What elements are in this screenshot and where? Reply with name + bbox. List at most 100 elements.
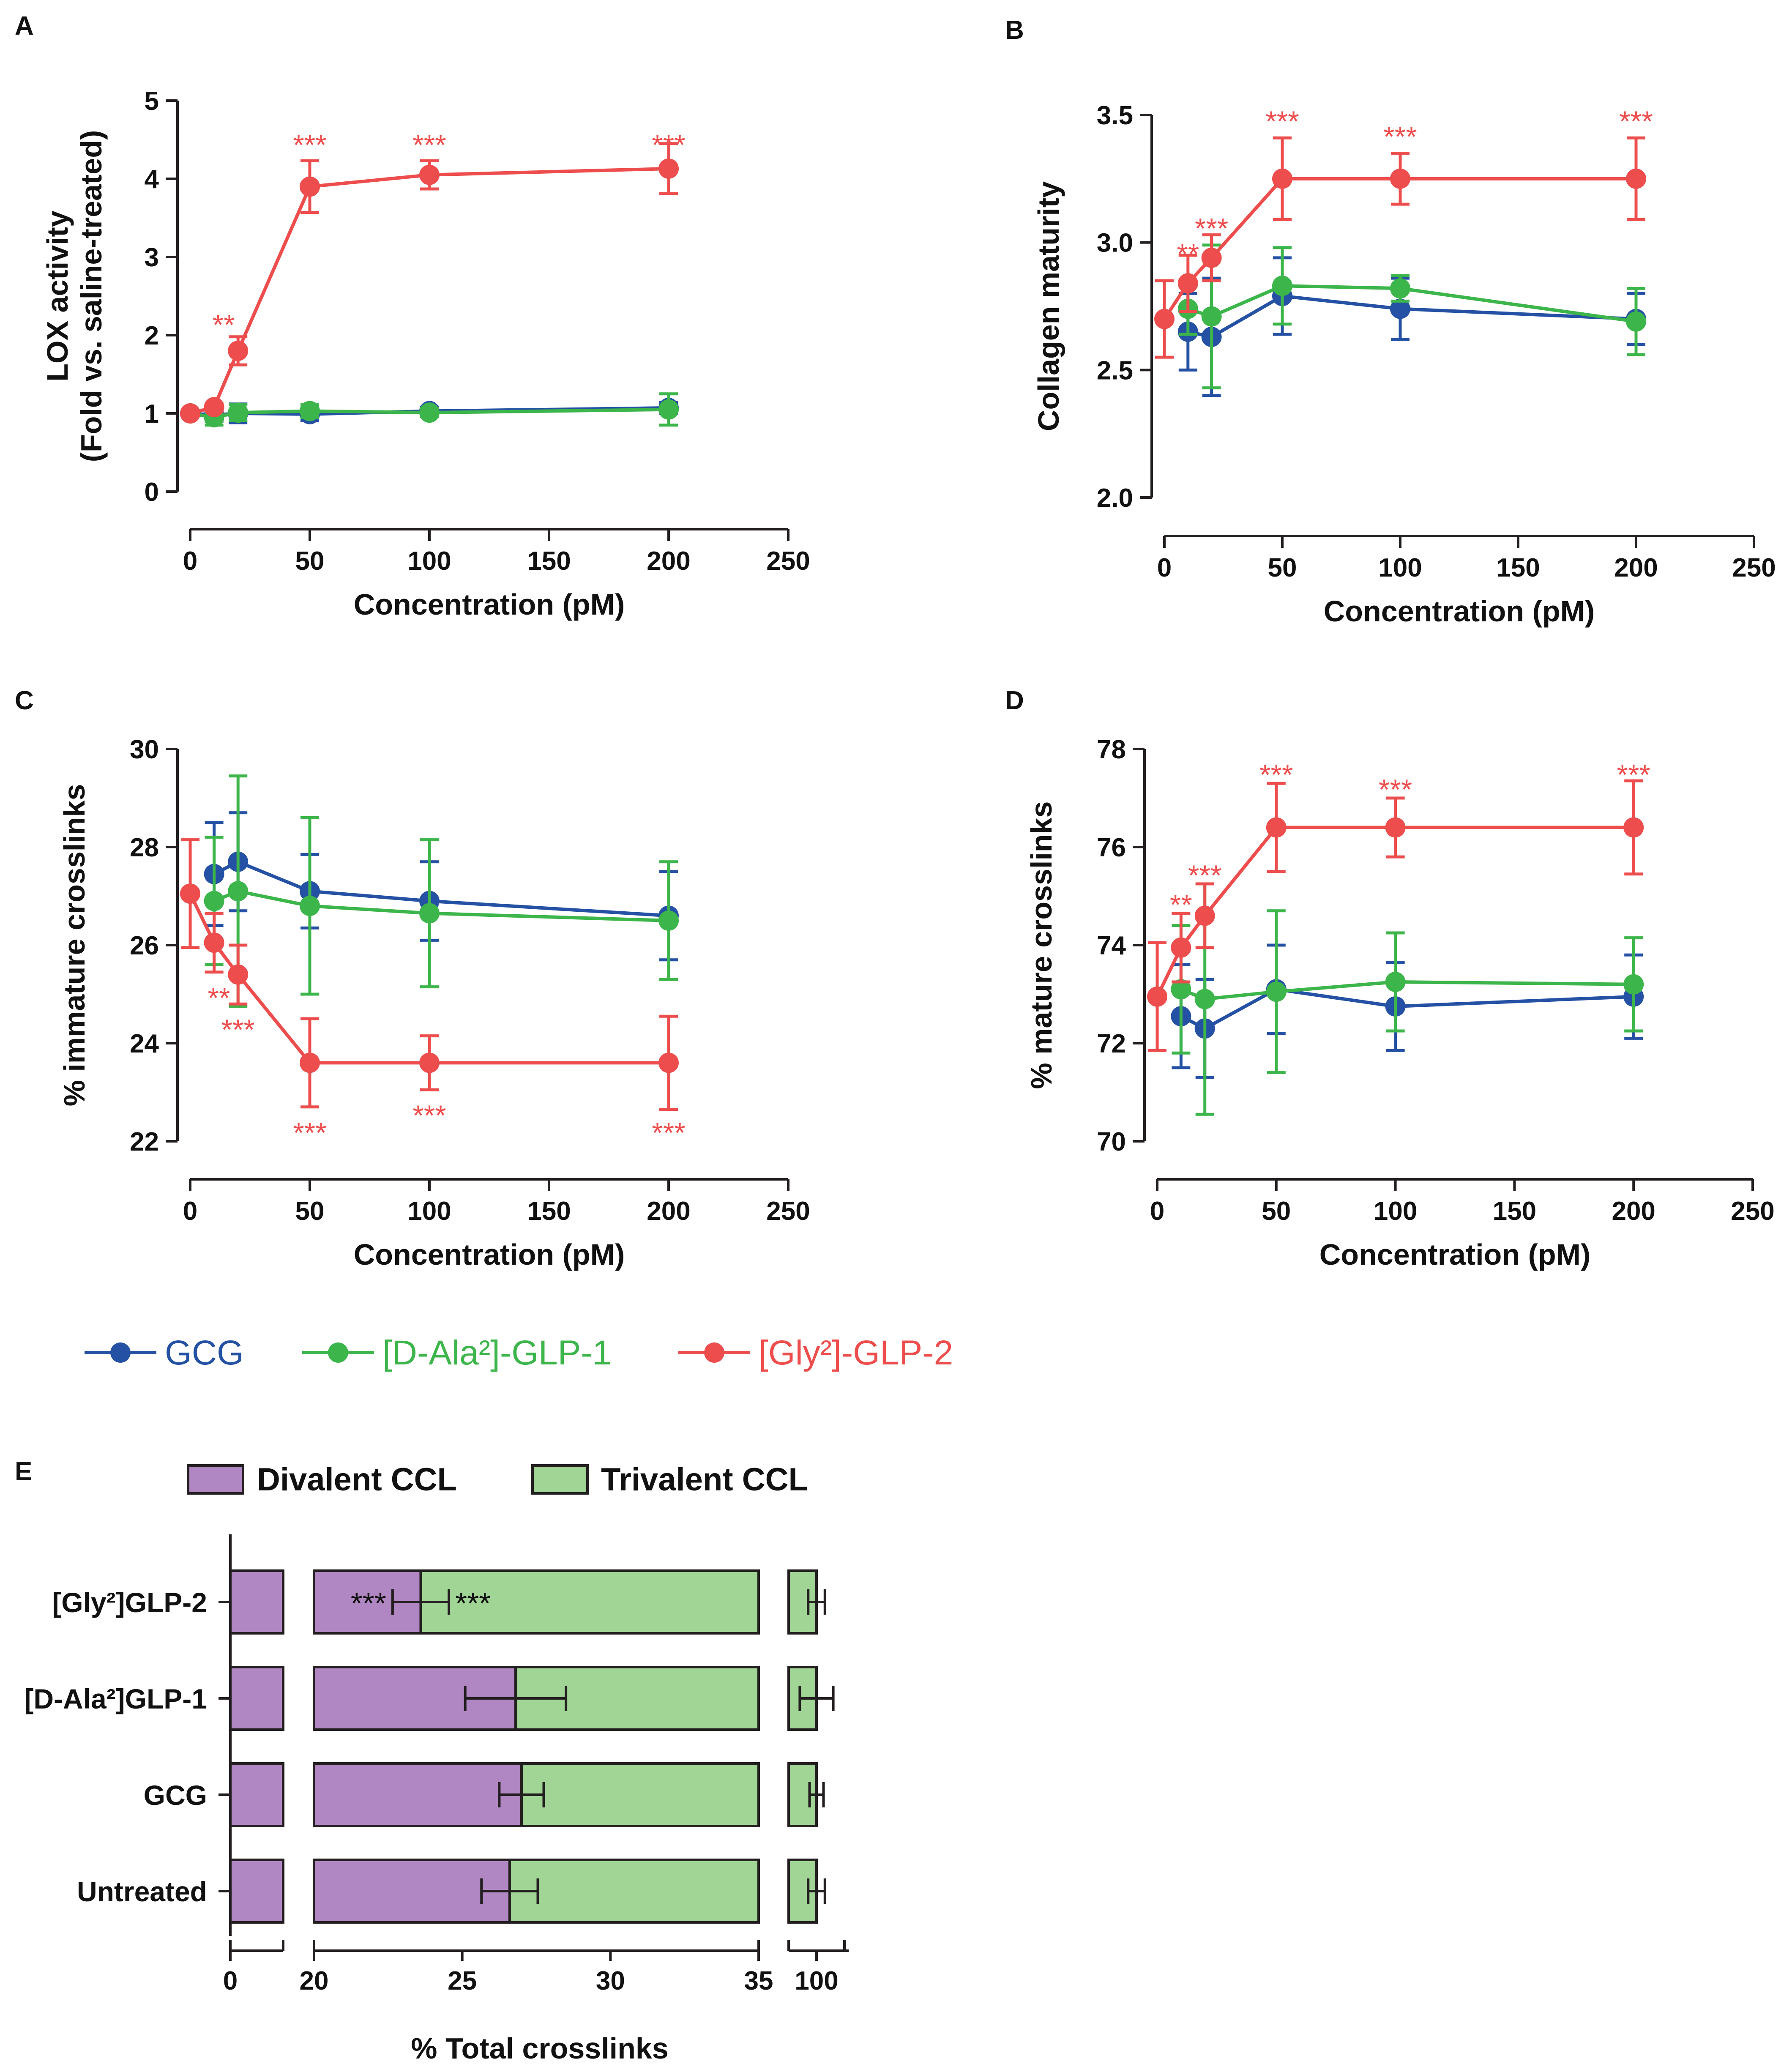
y-tick-label: 22 xyxy=(130,1127,159,1156)
y-tick-label: 0 xyxy=(145,478,159,507)
x-axis-title: Concentration (pM) xyxy=(1324,595,1595,628)
significance-label: *** xyxy=(1259,759,1293,791)
data-point xyxy=(300,176,320,197)
legend-label: Divalent CCL xyxy=(257,1462,457,1498)
series-2 xyxy=(180,142,679,424)
x-tick-label: 100 xyxy=(407,547,451,576)
data-point xyxy=(1385,817,1406,838)
panel-label: B xyxy=(1005,16,1024,45)
significance-label: ** xyxy=(208,982,230,1014)
significance-label: *** xyxy=(1617,759,1650,791)
x-tick-label: 200 xyxy=(647,1197,690,1226)
legend-label: GCG xyxy=(165,1334,244,1372)
bar-trivalent xyxy=(508,1859,760,1924)
significance-label: ** xyxy=(213,309,235,341)
significance-label: *** xyxy=(293,1117,326,1149)
x-tick-label: 100 xyxy=(795,1966,838,1996)
significance-label: *** xyxy=(455,1587,491,1621)
series-1 xyxy=(1177,243,1646,390)
y-tick-label: 2 xyxy=(145,321,159,350)
data-point xyxy=(1626,311,1646,332)
legend-label: [Gly²]-GLP-2 xyxy=(759,1334,953,1372)
data-point xyxy=(658,910,679,931)
panel-e: E Divalent CCL Trivalent CCL [Gly²]GLP-2 [D-… xyxy=(15,1457,849,2064)
x-tick-label: 0 xyxy=(1150,1197,1164,1226)
y-axis-title: % immature crosslinks xyxy=(58,784,91,1107)
x-tick-label: 50 xyxy=(1268,553,1297,582)
data-point xyxy=(658,1053,679,1073)
y-axis-title: LOX activity xyxy=(41,211,74,382)
x-tick-label: 200 xyxy=(647,547,690,576)
bar-divalent-segment xyxy=(229,1569,284,1635)
x-tick-label: 250 xyxy=(766,547,810,576)
bar-row: Untreated xyxy=(77,1859,826,1924)
y-axis-title: % mature crosslinks xyxy=(1025,801,1058,1089)
series-line xyxy=(1187,294,1636,339)
data-point xyxy=(1385,972,1406,992)
data-point xyxy=(419,1053,440,1073)
x-tick-label: 30 xyxy=(596,1966,625,1996)
series-2 xyxy=(180,838,679,1111)
data-point xyxy=(204,397,224,418)
category-label: Untreated xyxy=(77,1876,207,1907)
significance-label: *** xyxy=(652,129,685,161)
series-1 xyxy=(1171,882,1644,1116)
x-tick-label: 250 xyxy=(1732,553,1776,582)
bar-divalent-segment xyxy=(229,1762,284,1827)
series-0 xyxy=(1177,256,1646,397)
significance-label: *** xyxy=(412,1099,446,1132)
category-label: [D-Ala²]GLP-1 xyxy=(24,1683,207,1714)
y-tick-label: 5 xyxy=(145,87,159,116)
x-tick-label: 250 xyxy=(1731,1197,1774,1226)
data-point xyxy=(1272,276,1292,296)
data-point xyxy=(180,883,200,904)
panel-label: E xyxy=(15,1457,32,1486)
legend-marker xyxy=(704,1342,724,1363)
data-point xyxy=(419,164,440,185)
y-tick-label: 2.0 xyxy=(1097,484,1133,513)
x-tick-label: 0 xyxy=(183,547,197,576)
x-tick-label: 100 xyxy=(1374,1197,1417,1226)
y-tick-label: 3.0 xyxy=(1097,229,1133,258)
legend-swatch-trivalent xyxy=(531,1464,589,1495)
y-tick-label: 2.5 xyxy=(1097,356,1133,385)
series-legend: GCG [D-Ala²]-GLP-1 [Gly²]-GLP-2 xyxy=(85,1334,953,1372)
x-tick-label: 200 xyxy=(1612,1197,1655,1226)
x-tick-label: 200 xyxy=(1614,553,1658,582)
significance-label: *** xyxy=(221,1014,255,1046)
y-tick-label: 24 xyxy=(130,1029,159,1058)
legend-swatch-divalent xyxy=(187,1464,244,1495)
bar-row: GCG xyxy=(144,1762,825,1827)
x-tick-label: 35 xyxy=(744,1966,773,1996)
panel-b: B 2.0 2.5 3.0 3.5 0 50 100 150 200 250 Concentratio… xyxy=(1005,16,1776,628)
significance-label: *** xyxy=(1195,212,1228,244)
x-tick-label: 150 xyxy=(1496,553,1540,582)
data-point xyxy=(300,896,320,916)
series-line xyxy=(213,860,669,918)
bar-row: [D-Ala²]GLP-1 xyxy=(24,1666,835,1731)
panel-label: A xyxy=(15,11,34,41)
y-tick-label: 76 xyxy=(1097,833,1126,862)
x-tick-label: 50 xyxy=(1262,1197,1291,1226)
data-point xyxy=(228,964,249,985)
data-point xyxy=(1154,309,1175,329)
data-point xyxy=(1171,979,1191,1000)
data-point xyxy=(1390,278,1410,299)
data-point xyxy=(1272,168,1292,189)
x-tick-label: 0 xyxy=(223,1966,238,1996)
legend-marker xyxy=(110,1342,131,1363)
panel-d: D 70 72 74 76 78 0 50 100 150 200 250 Concentration … xyxy=(1005,686,1775,1271)
significance-label: ** xyxy=(1177,238,1199,270)
category-label: GCG xyxy=(144,1780,207,1811)
series-0 xyxy=(204,811,679,962)
x-tick-label: 250 xyxy=(766,1197,810,1226)
significance-label: *** xyxy=(293,129,326,161)
significance-label: *** xyxy=(1379,774,1412,806)
series-0 xyxy=(1171,943,1644,1079)
data-point xyxy=(1194,989,1215,1009)
data-point xyxy=(1623,974,1644,995)
x-tick-label: 50 xyxy=(295,1197,325,1226)
bar-divalent-segment xyxy=(229,1666,284,1731)
